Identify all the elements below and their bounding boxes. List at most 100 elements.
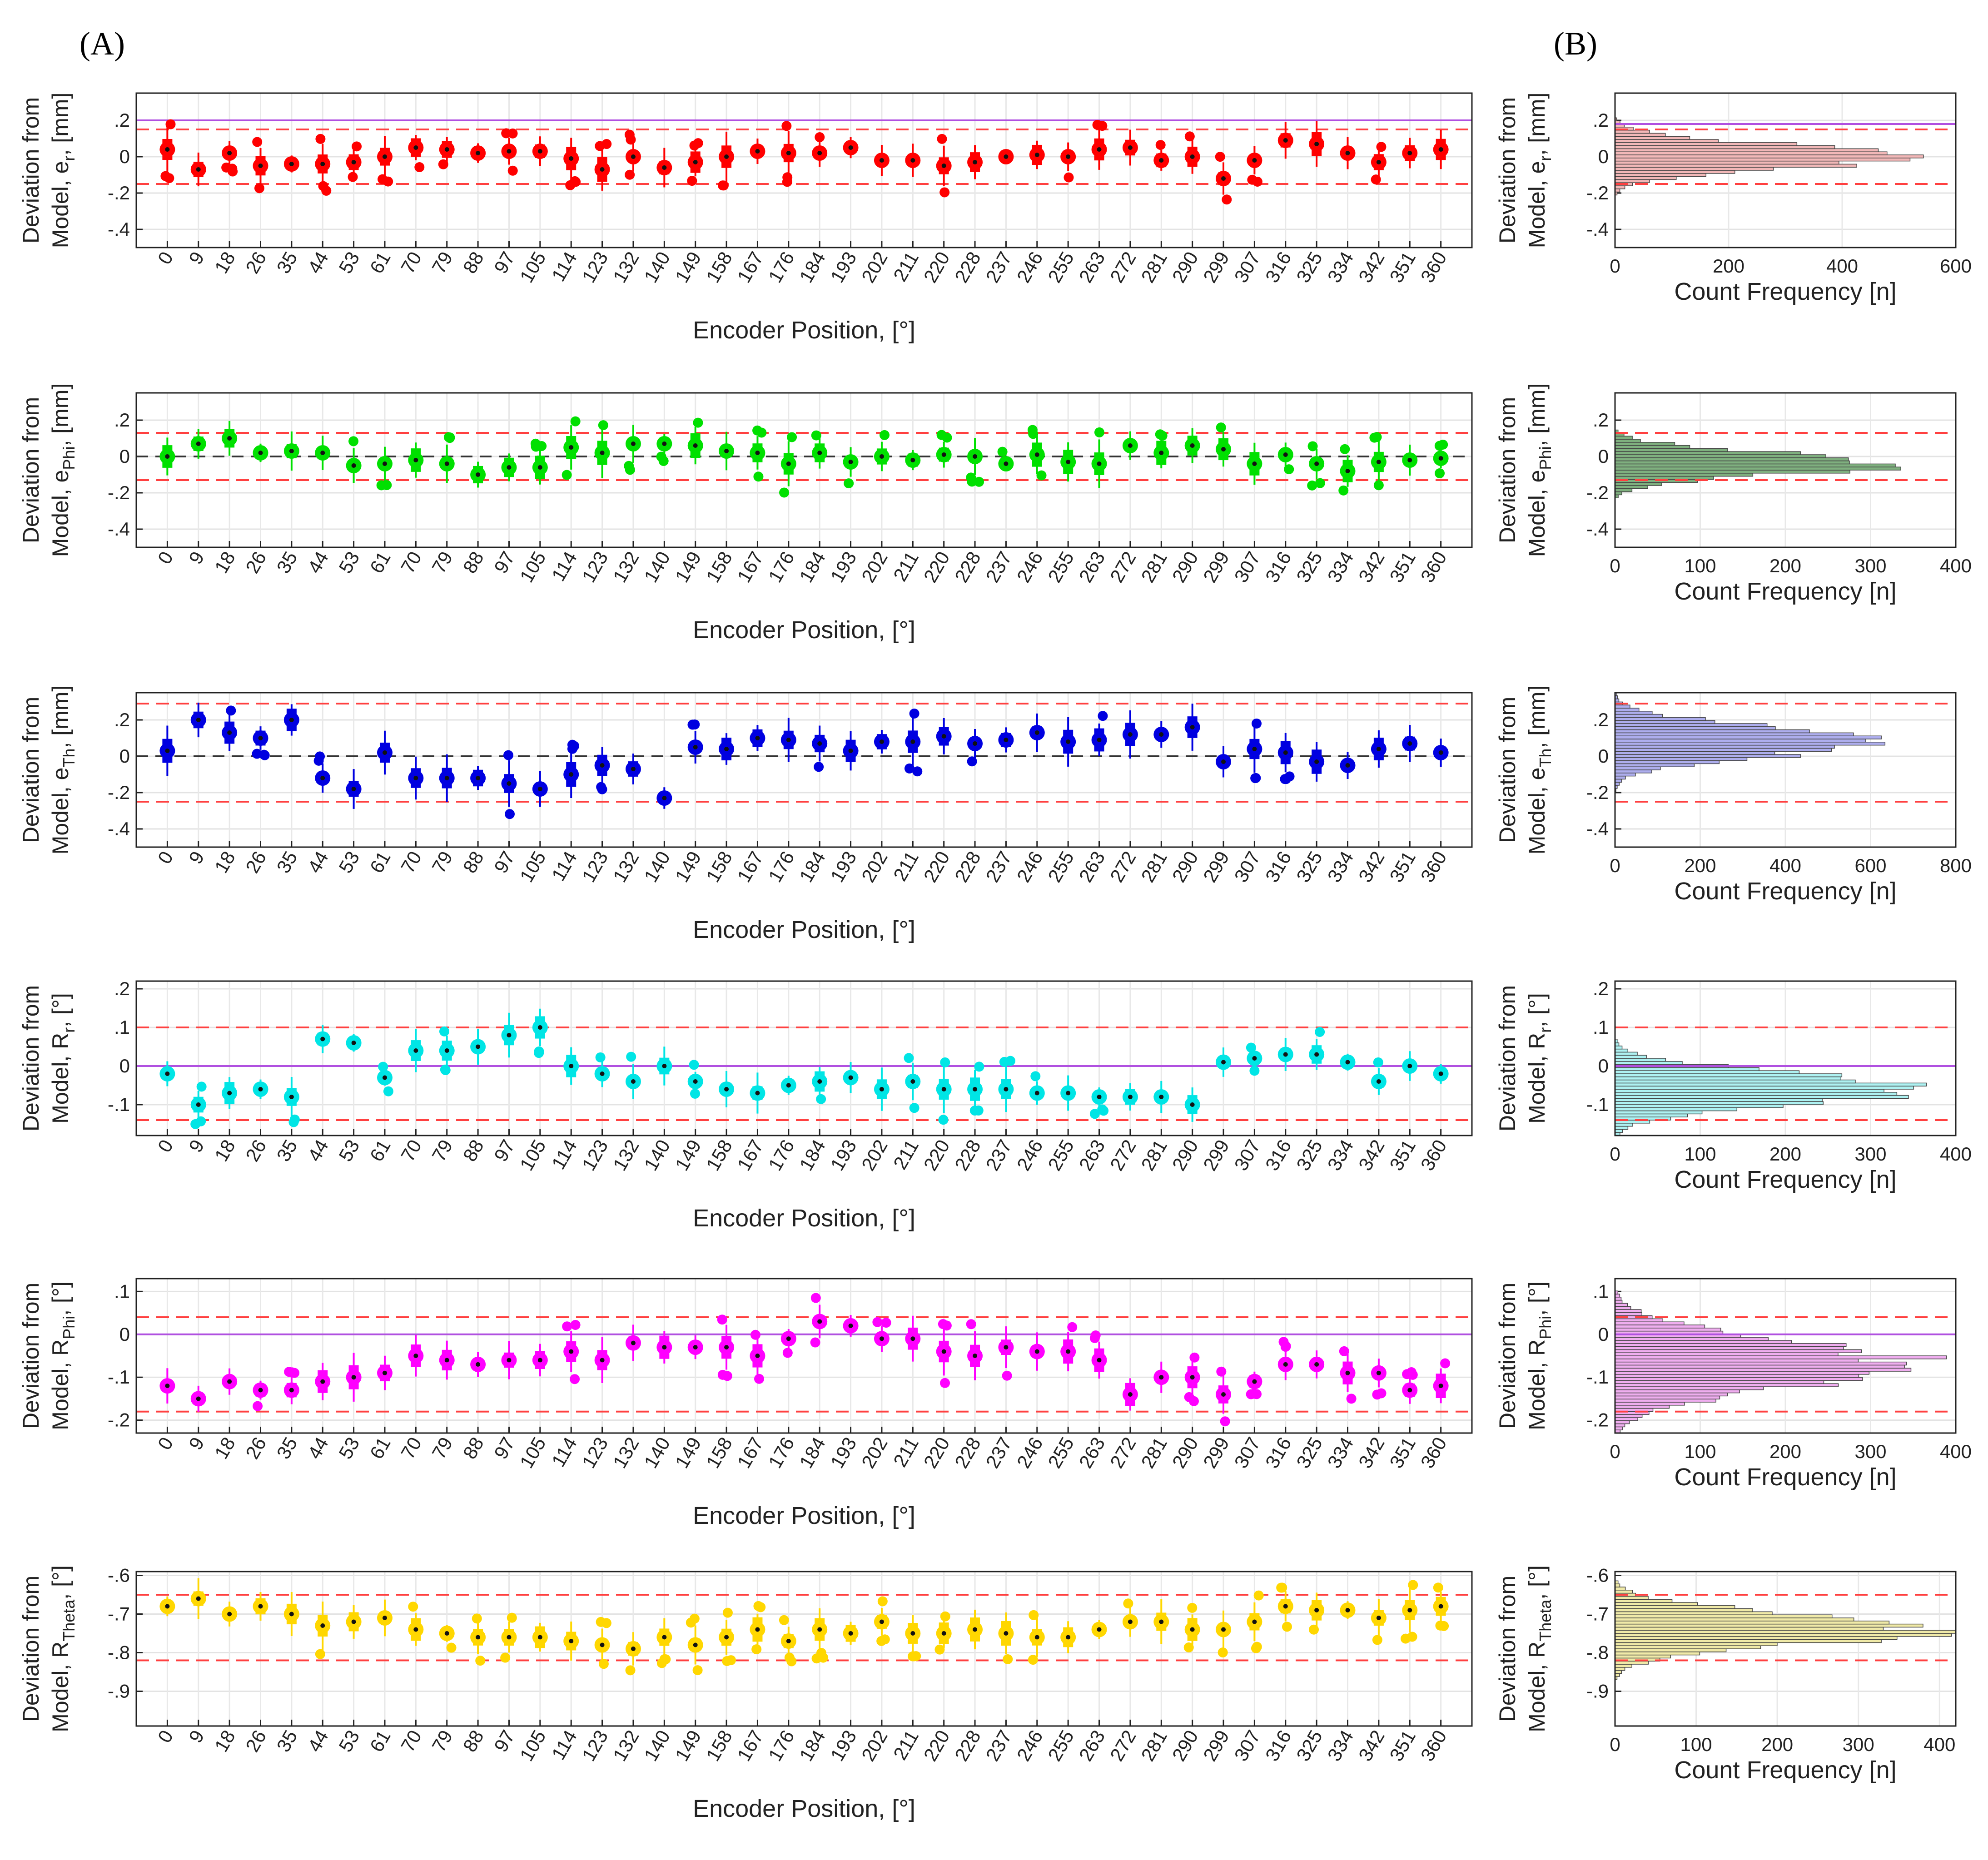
y-label-subscript: Phi [60,446,78,470]
histogram-bar [1615,1642,1778,1646]
y-tick-label: .2 [114,709,130,730]
median-dot [1221,759,1226,764]
outlier-point [1281,1341,1291,1351]
hist-x-tick-label: 400 [1940,1441,1972,1462]
hist-y-tick-label: 0 [1598,745,1609,767]
median-dot [507,1033,512,1037]
hist-x-tick-label: 0 [1610,255,1620,277]
median-dot [569,1639,574,1643]
median-dot [879,1619,884,1624]
y-tick-label: -.8 [108,1642,130,1663]
histogram-bar [1615,1300,1623,1304]
hist-y-axis-label-line2: Model, ePhi, [mm] [1524,383,1555,557]
median-dot [1004,738,1009,742]
hist-y-tick-label: -.4 [1586,518,1609,540]
median-dot [1314,1362,1319,1367]
outlier-point [570,416,581,427]
outlier-point [941,1320,952,1331]
y-tick-label: -.6 [108,1565,130,1586]
outlier-point [751,1644,762,1655]
outlier-point [756,427,767,438]
y-axis-label-line2: Model, Rr, [°] [48,993,78,1124]
outlier-point [779,1615,789,1625]
outlier-point [726,1655,736,1666]
histogram-bar [1615,1321,1685,1325]
outlier-point [967,476,977,487]
outlier-point [881,1318,891,1328]
median-dot [1066,1349,1071,1354]
histogram-bar [1615,735,1882,739]
median-dot [569,772,574,777]
median-dot [444,1631,449,1636]
histogram-bar [1615,1587,1626,1591]
outlier-point [1434,441,1445,451]
histogram-bar [1615,1608,1753,1612]
outlier-point [445,433,455,443]
histogram-bar [1615,488,1633,492]
median-dot [693,443,698,448]
histogram-bar [1615,188,1620,193]
histogram-bar [1615,1101,1824,1105]
median-dot [1376,1616,1381,1620]
outlier-point [1028,1655,1038,1665]
median-dot [444,147,449,152]
hist-y-label-subscript: Theta [1536,1599,1555,1642]
boxplot-panel-rr: .2.10-.10 9 18 26 35 44 53 61 70 79 88 971051141231… [18,978,1473,1232]
outlier-point [997,446,1008,457]
chart-area: .20-.2-.40 9 18 26 35 44 53 61 70 79 88 97105114123… [18,92,1972,1822]
histogram-bar [1615,1627,1884,1631]
x-axis-label: Encoder Position, [°] [693,1502,915,1529]
hist-y-label-unit: , [°] [1524,1565,1550,1600]
outlier-point [1309,1624,1319,1635]
outlier-point [689,1060,699,1070]
hist-y-axis-label-line1: Deviation from [1495,1576,1520,1722]
median-dot [817,451,822,455]
median-dot [569,1064,574,1068]
median-dot [1283,750,1288,755]
outlier-point [1005,1056,1016,1066]
median-dot [507,1358,512,1363]
median-dot [413,776,418,780]
hist-y-tick-label: 0 [1598,146,1609,167]
histogram-bar [1615,151,1888,155]
hist-y-tick-label: -.1 [1586,1366,1609,1388]
median-dot [662,1064,667,1068]
median-dot [227,730,232,735]
median-dot [413,1627,418,1632]
histogram-bar [1615,1590,1633,1594]
histogram-bar [1615,1371,1870,1375]
hist-x-tick-label: 400 [1923,1734,1955,1755]
median-dot [1345,469,1350,473]
outlier-point [438,159,448,169]
histogram-bar [1615,726,1776,730]
outlier-point [784,1652,795,1663]
hist-y-label-unit: , [mm] [1524,685,1550,749]
histogram-bar [1615,445,1690,449]
plot-area [136,693,1472,847]
median-dot [351,1619,356,1624]
outlier-point [1222,194,1232,205]
outlier-point [909,1103,919,1113]
histogram-bar [1615,1110,1703,1115]
histogram-bar [1615,1104,1784,1108]
histogram-bar [1615,1303,1628,1307]
hist-x-tick-label: 0 [1610,1143,1620,1165]
median-dot [693,1079,698,1084]
histogram-bar [1615,1389,1740,1394]
y-tick-label: 0 [119,745,130,767]
median-dot [724,449,729,453]
median-dot [755,149,760,154]
hist-y-label-subscript: Phi [1536,446,1555,470]
median-dot [1283,1604,1288,1609]
histogram-bar [1615,1374,1859,1378]
outlier-point [378,174,388,184]
y-tick-label: -.4 [108,518,130,540]
median-dot [786,1083,791,1088]
median-dot [817,1319,822,1324]
median-dot [1438,456,1443,461]
median-dot [1376,747,1381,751]
outlier-point [1284,464,1294,475]
median-dot [1034,1091,1039,1096]
outlier-point [1183,1642,1194,1652]
histogram-bar [1615,129,1650,134]
